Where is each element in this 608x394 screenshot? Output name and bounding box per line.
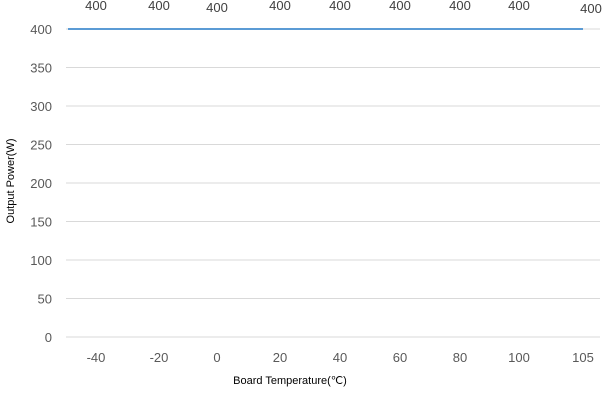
x-tick-label: -40 (87, 350, 106, 365)
y-axis-ticks: 0 50 100 150 200 250 300 350 400 (30, 22, 52, 345)
data-label: 400 (329, 0, 351, 13)
y-tick-label: 300 (30, 99, 52, 114)
x-tick-label: 100 (508, 350, 530, 365)
y-tick-label: 250 (30, 138, 52, 153)
y-tick-label: 100 (30, 253, 52, 268)
y-tick-label: 200 (30, 176, 52, 191)
x-tick-label: 60 (393, 350, 407, 365)
data-label: 400 (580, 1, 602, 16)
data-label: 400 (269, 0, 291, 13)
x-tick-label: 0 (213, 350, 220, 365)
gridlines (66, 28, 600, 338)
x-tick-label: 40 (333, 350, 347, 365)
x-axis-title: Board Temperature(℃) (233, 375, 347, 387)
data-labels: 400 400 400 400 400 400 400 400 400 (85, 0, 602, 16)
y-tick-label: 50 (38, 292, 52, 307)
data-label: 400 (449, 0, 471, 13)
x-tick-label: 20 (273, 350, 287, 365)
data-label: 400 (148, 0, 170, 13)
data-label: 400 (508, 0, 530, 13)
x-axis-ticks: -40 -20 0 20 40 60 80 100 105 (87, 350, 594, 365)
y-tick-label: 350 (30, 61, 52, 76)
data-label: 400 (206, 0, 228, 15)
y-tick-label: 150 (30, 215, 52, 230)
data-label: 400 (85, 0, 107, 13)
data-label: 400 (389, 0, 411, 13)
x-tick-label: 105 (572, 350, 594, 365)
y-tick-label: 400 (30, 22, 52, 37)
y-axis-title: Output Power(W) (5, 139, 17, 224)
y-tick-label: 0 (45, 330, 52, 345)
x-tick-label: -20 (150, 350, 169, 365)
x-tick-label: 80 (453, 350, 467, 365)
